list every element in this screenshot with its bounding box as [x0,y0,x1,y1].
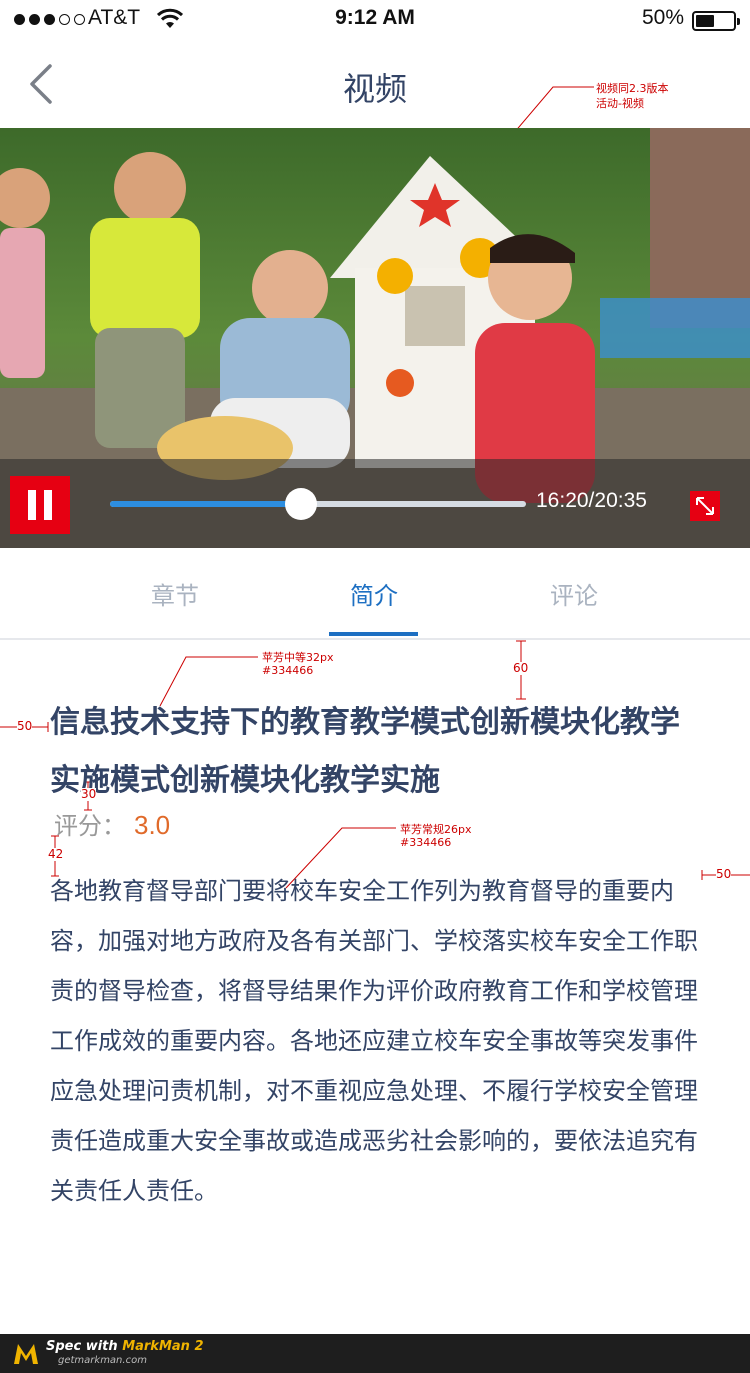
playback-time: 16:20/20:35 [536,489,647,512]
spec-spacing-50-left: 50 [17,719,33,733]
tab-comments[interactable]: 评论 [550,582,598,610]
footer-spec-text: Spec with MarkMan 2 [46,1339,204,1354]
markman-footer: Spec with MarkMan 2 getmarkman.com [0,1334,750,1373]
progress-played [110,501,302,507]
spec-spacing-50-right: 50 [716,867,732,881]
pause-icon [44,490,52,520]
back-chevron-icon[interactable] [22,60,62,108]
signal-strength-icon [14,14,85,25]
battery-percentage: 50% [641,6,684,29]
spec-spacing-42: 42 [48,847,64,861]
content-tabs: 章节 简介 评论 [0,548,750,640]
article-body: 各地教育督导部门要将校车安全工作列为教育督导的重要内容，加强对地方政府及各有关部… [50,877,698,1205]
markman-logo-icon [14,1344,38,1364]
spec-spacing-30: 30 [81,787,97,801]
spec-annotation-nav: 视频同2.3版本 活动-视频 [596,82,669,110]
spec-annotation-body-font: 苹芳常规26px #334466 [400,823,472,849]
video-player[interactable]: 16:20/20:35 [0,128,750,548]
page-title: 视频 [342,70,407,108]
status-time: 9:12 AM [335,6,415,29]
footer-spec-with: Spec with [46,1339,118,1354]
wifi-icon [157,8,183,28]
fullscreen-icon[interactable] [690,491,720,521]
rating-score: 3.0 [134,810,171,840]
article-title: 信息技术支持下的教育教学模式创新模块化教学实施模式创新模块化教学实施 [50,705,680,798]
spec-spacing-60: 60 [513,661,529,675]
battery-icon [692,11,740,31]
tab-chapters[interactable]: 章节 [151,582,199,610]
carrier-name: AT&T [88,6,141,29]
footer-brand: MarkMan 2 [122,1339,204,1354]
rating: 评分： 3.0 [54,806,170,841]
spec-annotation-title-font: 苹芳中等32px #334466 [262,651,334,677]
pause-button[interactable] [10,476,70,534]
video-controls: 16:20/20:35 [0,459,750,548]
rating-label: 评分： [54,812,126,840]
navigation-bar: 视频 视频同2.3版本 活动-视频 [0,40,750,128]
active-tab-indicator [329,632,418,636]
status-bar: AT&T 9:12 AM 50% [0,0,750,40]
pause-icon [28,490,36,520]
footer-url: getmarkman.com [58,1355,147,1366]
progress-track[interactable] [110,501,526,507]
progress-thumb[interactable] [285,488,318,520]
tab-introduction[interactable]: 简介 [350,582,398,610]
